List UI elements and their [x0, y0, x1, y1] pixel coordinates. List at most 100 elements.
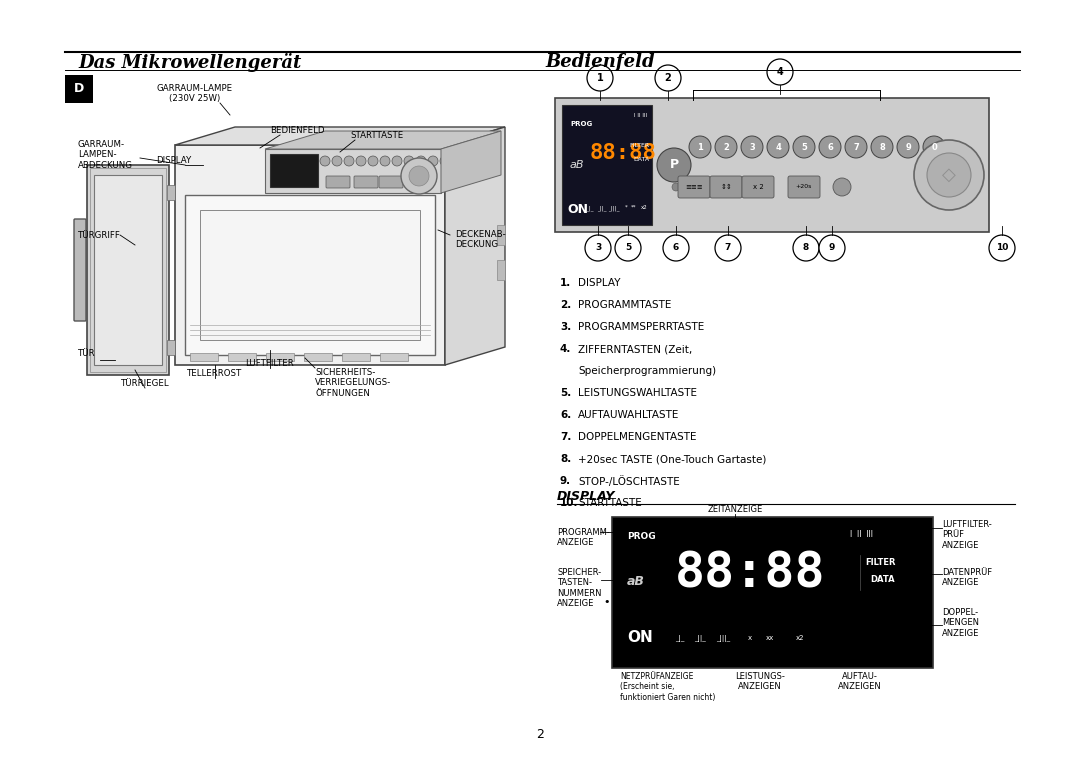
- FancyBboxPatch shape: [678, 176, 710, 198]
- Circle shape: [401, 158, 437, 194]
- Text: 88:88: 88:88: [675, 550, 825, 598]
- Circle shape: [392, 156, 402, 166]
- Text: +20sec TASTE (One-Touch Gartaste): +20sec TASTE (One-Touch Gartaste): [578, 454, 767, 464]
- Text: 8.: 8.: [561, 454, 571, 464]
- Text: **: **: [631, 205, 637, 210]
- Text: _|||_: _|||_: [716, 635, 730, 642]
- Circle shape: [793, 235, 819, 261]
- FancyBboxPatch shape: [380, 353, 408, 361]
- Circle shape: [654, 65, 681, 91]
- FancyBboxPatch shape: [497, 260, 505, 280]
- FancyBboxPatch shape: [555, 98, 989, 232]
- FancyBboxPatch shape: [562, 105, 652, 225]
- Text: ON: ON: [627, 630, 652, 645]
- Circle shape: [585, 235, 611, 261]
- FancyBboxPatch shape: [788, 176, 820, 198]
- Text: x2: x2: [640, 205, 647, 210]
- Text: I  II  III: I II III: [850, 530, 873, 539]
- FancyBboxPatch shape: [228, 353, 256, 361]
- Text: STARTTASTE: STARTTASTE: [350, 131, 403, 140]
- Text: 5.: 5.: [561, 388, 571, 398]
- Text: 4: 4: [777, 67, 783, 77]
- Circle shape: [914, 140, 984, 210]
- Text: 3: 3: [750, 143, 755, 152]
- Text: +20s: +20s: [796, 185, 812, 189]
- Text: _||_: _||_: [694, 635, 706, 642]
- Text: 3: 3: [595, 243, 602, 253]
- Text: GARRAUM-
LAMPEN-
ABDECKUNG: GARRAUM- LAMPEN- ABDECKUNG: [78, 140, 133, 170]
- Text: x: x: [748, 635, 752, 641]
- Text: 2: 2: [724, 143, 729, 152]
- Circle shape: [320, 156, 330, 166]
- FancyBboxPatch shape: [75, 219, 86, 321]
- Text: DISPLAY: DISPLAY: [157, 156, 191, 165]
- Text: 10: 10: [996, 243, 1009, 253]
- Text: TÜRRIEGEL: TÜRRIEGEL: [121, 379, 170, 388]
- Text: aB: aB: [570, 160, 584, 170]
- Circle shape: [368, 156, 378, 166]
- Text: x 2: x 2: [753, 184, 764, 190]
- Text: ≡≡≡: ≡≡≡: [685, 184, 703, 190]
- Text: 1: 1: [697, 143, 703, 152]
- Text: 0: 0: [931, 143, 936, 152]
- Text: 9.: 9.: [561, 476, 571, 486]
- FancyBboxPatch shape: [270, 154, 318, 187]
- FancyBboxPatch shape: [326, 176, 350, 188]
- Text: *: *: [624, 205, 627, 210]
- FancyBboxPatch shape: [65, 75, 93, 103]
- Text: TÜRGRIFF: TÜRGRIFF: [78, 230, 121, 240]
- Text: TELLERROST: TELLERROST: [187, 369, 243, 378]
- Text: 2: 2: [664, 73, 672, 83]
- Text: 1.: 1.: [561, 278, 571, 288]
- FancyBboxPatch shape: [303, 353, 332, 361]
- Text: TÜR: TÜR: [78, 349, 96, 358]
- Text: DISPLAY: DISPLAY: [557, 490, 616, 503]
- FancyBboxPatch shape: [342, 353, 370, 361]
- Text: 3.: 3.: [561, 322, 571, 332]
- FancyBboxPatch shape: [742, 176, 774, 198]
- FancyBboxPatch shape: [167, 185, 175, 200]
- Text: DOPPELMENGENTASTE: DOPPELMENGENTASTE: [578, 432, 697, 442]
- FancyBboxPatch shape: [266, 353, 294, 361]
- Circle shape: [767, 59, 793, 85]
- FancyBboxPatch shape: [612, 517, 933, 668]
- Polygon shape: [441, 131, 501, 193]
- Text: _|||_: _|||_: [608, 205, 620, 211]
- Text: ZEITANZEIGE: ZEITANZEIGE: [707, 505, 762, 514]
- FancyBboxPatch shape: [175, 145, 445, 365]
- Text: SICHERHEITS-
VERRIEGELUNGS-
ÖFFNUNGEN: SICHERHEITS- VERRIEGELUNGS- ÖFFNUNGEN: [315, 368, 391, 398]
- Text: x2: x2: [796, 635, 805, 641]
- FancyBboxPatch shape: [497, 225, 505, 245]
- Text: LUFTFILTER: LUFTFILTER: [245, 359, 295, 368]
- Text: 5: 5: [801, 143, 807, 152]
- Text: PROGRAMMTASTE: PROGRAMMTASTE: [578, 300, 672, 310]
- FancyBboxPatch shape: [200, 210, 420, 340]
- Text: AUFTAUWAHLTASTE: AUFTAUWAHLTASTE: [578, 410, 679, 420]
- Circle shape: [663, 235, 689, 261]
- Text: 7.: 7.: [561, 432, 571, 442]
- Text: LEISTUNGSWAHLTASTE: LEISTUNGSWAHLTASTE: [578, 388, 697, 398]
- Text: 1: 1: [596, 73, 604, 83]
- Circle shape: [416, 156, 426, 166]
- Polygon shape: [175, 127, 505, 145]
- Text: ⇕⇕: ⇕⇕: [720, 184, 732, 190]
- Text: AUFTAU-
ANZEIGEN: AUFTAU- ANZEIGEN: [838, 672, 882, 691]
- Text: 88:88: 88:88: [590, 143, 657, 163]
- Text: 9: 9: [828, 243, 835, 253]
- FancyBboxPatch shape: [94, 175, 162, 365]
- Text: BEDIENFELD: BEDIENFELD: [270, 126, 324, 135]
- FancyBboxPatch shape: [265, 149, 441, 193]
- Text: xx: xx: [766, 635, 774, 641]
- Text: Das Mikrowellengerät: Das Mikrowellengerät: [78, 53, 301, 72]
- Circle shape: [845, 136, 867, 158]
- Circle shape: [405, 177, 415, 187]
- Text: 6.: 6.: [561, 410, 571, 420]
- Text: •: •: [603, 597, 609, 607]
- Text: DECKENAB-
DECKUNG: DECKENAB- DECKUNG: [455, 230, 505, 250]
- Circle shape: [588, 65, 613, 91]
- Text: 2.: 2.: [561, 300, 571, 310]
- Text: PROGRAMMSPERRTASTE: PROGRAMMSPERRTASTE: [578, 322, 704, 332]
- Circle shape: [356, 156, 366, 166]
- Text: 8: 8: [879, 143, 885, 152]
- Text: 6: 6: [827, 143, 833, 152]
